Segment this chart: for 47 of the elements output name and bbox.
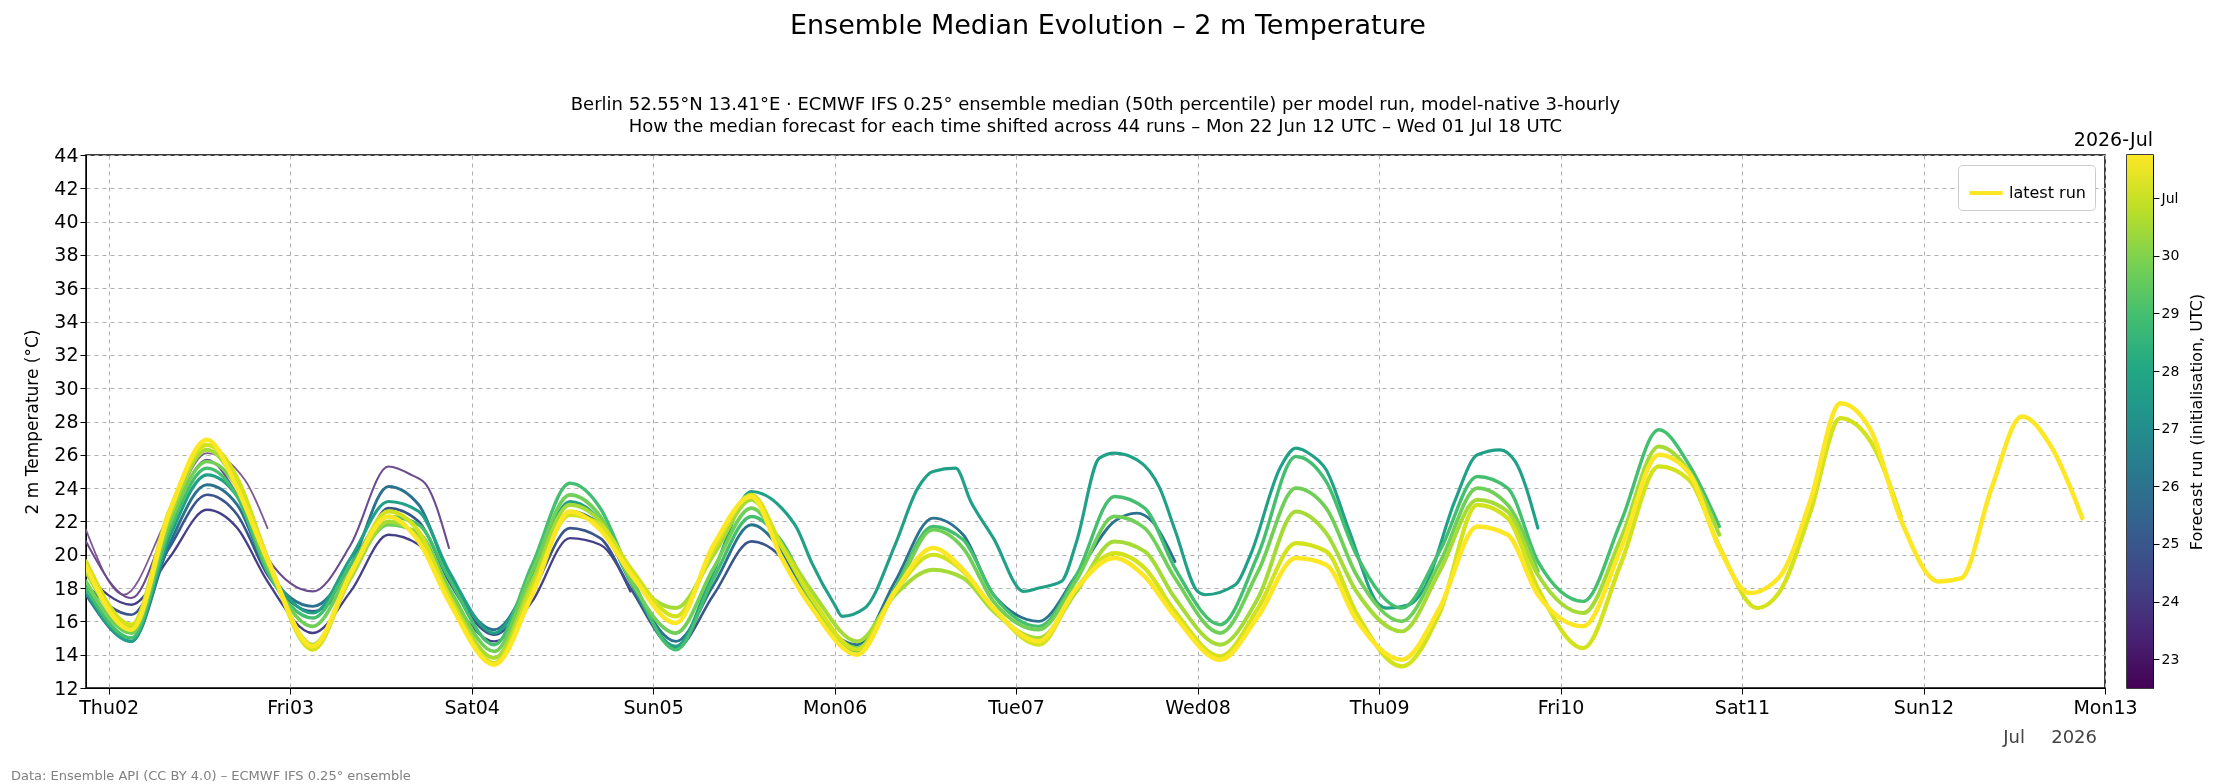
- color-bar-label: 29: [2161, 304, 2180, 321]
- y-tick-label: 44: [54, 143, 79, 166]
- color-bar-label: 28: [2161, 362, 2180, 379]
- y-tick-label: 18: [54, 576, 79, 599]
- text: Data: Ensemble API (CC BY 4.0) – ECMWF IFS 0.25° ensemble: [11, 768, 411, 783]
- x-tick-label: Mon06: [802, 695, 868, 718]
- text: 2026: [2051, 726, 2097, 747]
- x-tick-label: Thu02: [78, 695, 140, 718]
- x-tick-label: Sat11: [1714, 695, 1771, 718]
- x-tick-label: Sun05: [623, 695, 684, 718]
- legend-label: latest run: [2009, 183, 2086, 202]
- x-tick-label: Sun12: [1893, 695, 1955, 718]
- x-tick-label: Sat04: [444, 695, 500, 718]
- x-tick-label: Thu09: [1348, 695, 1410, 718]
- y-tick-label: 20: [54, 543, 79, 566]
- y-tick-label: 38: [54, 243, 79, 266]
- color-bar-label: 25: [2161, 535, 2180, 552]
- x-tick-label: Wed08: [1165, 695, 1231, 718]
- color-bar-title: Forecast run (initialisation, UTC): [2187, 293, 2207, 551]
- y-tick-label: 24: [54, 476, 79, 499]
- y-tick-label: 30: [54, 376, 79, 399]
- x-tick-label: Mon13: [2073, 695, 2138, 718]
- y-axis-title: 2 m Temperature (°C): [22, 329, 43, 515]
- text: 2026-Jul: [2073, 128, 2153, 150]
- x-tick-label: Fri03: [267, 695, 315, 718]
- color-bar-label: Jul: [2160, 189, 2179, 206]
- chart-subtitle: Berlin 52.55°N 13.41°E · ECMWF IFS 0.25° ensemble median (50th percentile) per model run, model-native 3-hourly How the median forecast for each time shifted across 44 runs – Mon 22 Jun 12 UTC – Wed 01 Jul 18 UTC: [570, 93, 1621, 136]
- x-tick-label: Fri10: [1537, 695, 1585, 718]
- color-bar-label: 23: [2161, 650, 2180, 667]
- color-bar-label: 30: [2161, 247, 2180, 264]
- y-tick-label: 28: [54, 410, 79, 432]
- text: Jul: [2002, 726, 2025, 747]
- y-tick-label: 42: [54, 176, 79, 199]
- y-tick-label: 16: [54, 609, 79, 632]
- chart-title: Ensemble Median Evolution – 2 m Temperature: [789, 9, 1426, 41]
- y-tick-label: 34: [54, 310, 79, 333]
- y-tick-label: 12: [54, 676, 79, 699]
- y-tick-label: 22: [54, 509, 79, 532]
- color-bar-label: 27: [2161, 420, 2180, 437]
- y-tick-label: 26: [54, 443, 79, 466]
- y-tick-label: 32: [54, 343, 79, 366]
- y-tick-label: 14: [54, 643, 79, 666]
- y-tick-label: 40: [54, 210, 79, 233]
- color-bar-label: 24: [2161, 593, 2180, 610]
- x-tick-label: Tue07: [987, 695, 1045, 718]
- y-tick-label: 36: [54, 276, 79, 299]
- color-bar-label: 26: [2161, 477, 2180, 494]
